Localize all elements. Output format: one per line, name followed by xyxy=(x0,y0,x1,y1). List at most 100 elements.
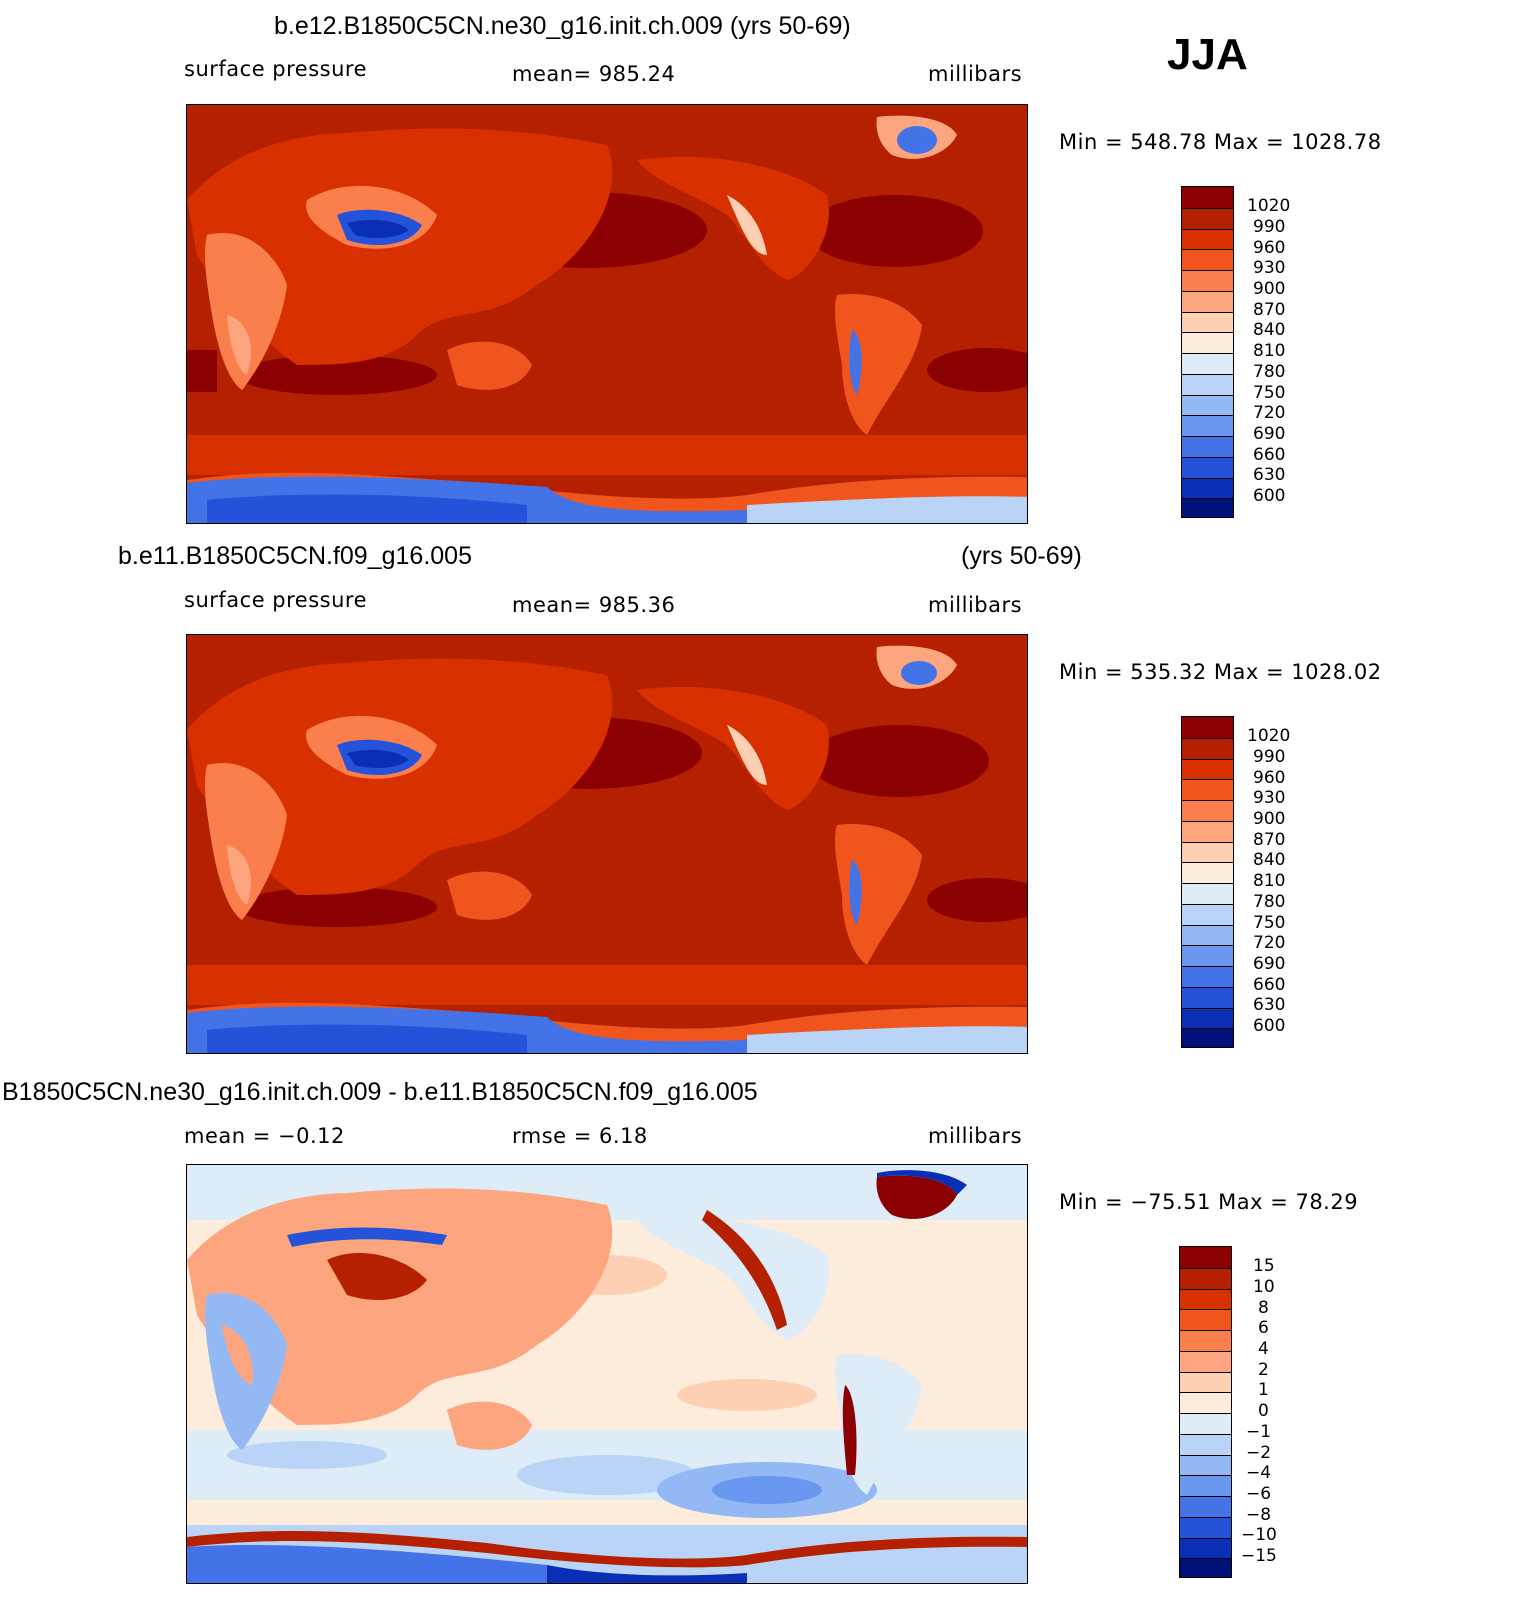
colorbar-tick-label: −10 xyxy=(1241,1525,1277,1545)
colorbar-tick-label: 840 xyxy=(1253,320,1286,340)
colorbar-tick-label: 870 xyxy=(1253,830,1286,850)
colorbar-tick-label: 780 xyxy=(1253,892,1286,912)
colorbar-tick-label: 630 xyxy=(1253,995,1286,1015)
colorbar-swatch xyxy=(1182,207,1233,229)
colorbar-swatch xyxy=(1182,717,1233,738)
panel1-map-field xyxy=(187,105,1027,523)
colorbar-swatch xyxy=(1182,228,1233,250)
colorbar-swatch xyxy=(1182,945,1233,966)
colorbar-swatch xyxy=(1182,883,1233,904)
colorbar-tick-label: 900 xyxy=(1253,809,1286,829)
colorbar-tick-label: 4 xyxy=(1258,1339,1269,1359)
colorbar-swatch xyxy=(1182,436,1233,457)
colorbar-swatch xyxy=(1182,290,1233,312)
colorbar-swatch xyxy=(1182,779,1233,800)
colorbar-tick-label: 960 xyxy=(1253,238,1286,258)
colorbar-swatch xyxy=(1180,1247,1231,1268)
colorbar-swatch xyxy=(1182,498,1233,517)
panel3-minmax: Min = −75.51 Max = 78.29 xyxy=(1059,1190,1359,1214)
colorbar-tick-label: 10 xyxy=(1253,1277,1275,1297)
colorbar-tick-label: −2 xyxy=(1246,1443,1272,1463)
colorbar-tick-label: 660 xyxy=(1253,445,1286,465)
colorbar-swatch xyxy=(1182,249,1233,270)
colorbar-tick-label: 810 xyxy=(1253,871,1286,891)
colorbar-swatch xyxy=(1180,1558,1231,1577)
panel2-map-field xyxy=(187,635,1027,1053)
panel2-colorbar xyxy=(1181,716,1234,1048)
panel1-variable-label: surface pressure xyxy=(184,57,367,81)
panel1-mean-label: mean= 985.24 xyxy=(512,62,676,86)
colorbar-tick-label: 750 xyxy=(1253,383,1286,403)
colorbar-swatch xyxy=(1180,1516,1231,1538)
colorbar-tick-label: 0 xyxy=(1258,1401,1269,1421)
panel3-colorbar xyxy=(1179,1246,1232,1578)
panel1-units-label: millibars xyxy=(928,62,1023,86)
colorbar-swatch xyxy=(1182,986,1233,1008)
panel3-mean-label: mean = −0.12 xyxy=(184,1124,345,1148)
colorbar-swatch xyxy=(1182,841,1233,863)
colorbar-swatch xyxy=(1182,394,1233,416)
colorbar-swatch xyxy=(1182,1028,1233,1047)
colorbar-swatch xyxy=(1182,332,1233,353)
colorbar-swatch xyxy=(1180,1392,1231,1413)
panel3-map-field xyxy=(187,1165,1027,1583)
colorbar-tick-label: 6 xyxy=(1258,1318,1269,1338)
colorbar-tick-label: 930 xyxy=(1253,258,1286,278)
panel2-variable-label: surface pressure xyxy=(184,588,367,612)
colorbar-swatch xyxy=(1180,1433,1231,1455)
panel3-rmse-label: rmse = 6.18 xyxy=(512,1124,648,1148)
colorbar-tick-label: 900 xyxy=(1253,279,1286,299)
colorbar-tick-label: 1 xyxy=(1258,1380,1269,1400)
colorbar-swatch xyxy=(1182,187,1233,208)
panel2-units-label: millibars xyxy=(928,593,1023,617)
colorbar-swatch xyxy=(1182,862,1233,883)
colorbar-swatch xyxy=(1180,1413,1231,1434)
panel3-units-label: millibars xyxy=(928,1124,1023,1148)
colorbar-tick-label: 990 xyxy=(1253,217,1286,237)
season-label: JJA xyxy=(1167,30,1248,79)
colorbar-swatch xyxy=(1180,1496,1231,1517)
colorbar-tick-label: 690 xyxy=(1253,424,1286,444)
panel1-colorbar xyxy=(1181,186,1234,518)
panel2-minmax: Min = 535.32 Max = 1028.02 xyxy=(1059,660,1382,684)
colorbar-tick-label: 870 xyxy=(1253,300,1286,320)
colorbar-swatch xyxy=(1182,820,1233,842)
colorbar-tick-label: 720 xyxy=(1253,403,1286,423)
colorbar-tick-label: −1 xyxy=(1246,1422,1272,1442)
colorbar-tick-label: 630 xyxy=(1253,465,1286,485)
colorbar-swatch xyxy=(1182,903,1233,925)
colorbar-tick-label: 810 xyxy=(1253,341,1286,361)
panel1-title: b.e12.B1850C5CN.ne30_g16.init.ch.009 (yr… xyxy=(274,12,851,40)
colorbar-swatch xyxy=(1182,456,1233,478)
colorbar-swatch xyxy=(1180,1309,1231,1330)
colorbar-tick-label: 1020 xyxy=(1247,196,1291,216)
colorbar-swatch xyxy=(1182,737,1233,759)
colorbar-tick-label: 780 xyxy=(1253,362,1286,382)
colorbar-swatch xyxy=(1182,270,1233,291)
colorbar-swatch xyxy=(1182,311,1233,333)
colorbar-swatch xyxy=(1182,353,1233,374)
colorbar-swatch xyxy=(1180,1330,1231,1351)
colorbar-tick-label: −4 xyxy=(1246,1463,1272,1483)
panel1-minmax: Min = 548.78 Max = 1028.78 xyxy=(1059,130,1382,154)
panel2-years: (yrs 50-69) xyxy=(961,542,1082,570)
colorbar-swatch xyxy=(1180,1288,1231,1310)
colorbar-swatch xyxy=(1182,758,1233,780)
panel1-map xyxy=(186,104,1028,524)
colorbar-tick-label: 750 xyxy=(1253,913,1286,933)
colorbar-swatch xyxy=(1182,415,1233,436)
colorbar-tick-label: 2 xyxy=(1258,1360,1269,1380)
colorbar-tick-label: 660 xyxy=(1253,975,1286,995)
colorbar-tick-label: 720 xyxy=(1253,933,1286,953)
colorbar-tick-label: 600 xyxy=(1253,486,1286,506)
panel2-map xyxy=(186,634,1028,1054)
colorbar-tick-label: 1020 xyxy=(1247,726,1291,746)
colorbar-swatch xyxy=(1182,477,1233,499)
colorbar-swatch xyxy=(1182,373,1233,395)
colorbar-swatch xyxy=(1180,1267,1231,1289)
panel3-title: B1850C5CN.ne30_g16.init.ch.009 - b.e11.B… xyxy=(2,1078,758,1106)
panel2-mean-label: mean= 985.36 xyxy=(512,593,676,617)
colorbar-swatch xyxy=(1182,966,1233,987)
colorbar-swatch xyxy=(1180,1350,1231,1372)
panel3-map xyxy=(186,1164,1028,1584)
